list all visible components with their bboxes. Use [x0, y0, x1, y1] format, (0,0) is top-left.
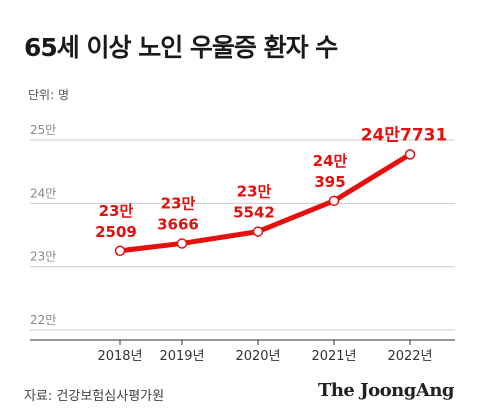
- x-tick-label: 2022년: [387, 349, 432, 364]
- y-tick-label: 23만: [30, 250, 56, 264]
- data-label-line1: 23만: [161, 194, 196, 212]
- data-label-line1: 23만: [99, 202, 134, 220]
- unit-label: 단위: 명: [28, 88, 69, 102]
- data-point: [404, 149, 416, 160]
- data-label-line2: 3666: [157, 215, 199, 233]
- y-tick-label: 22만: [30, 313, 56, 327]
- data-label: 24만7731: [361, 125, 448, 145]
- data-point: [328, 195, 340, 207]
- x-tick-label: 2018년: [97, 349, 142, 364]
- brand-logo: The JoongAng: [317, 380, 455, 401]
- data-point: [114, 245, 126, 257]
- x-tick-label: 2021년: [311, 349, 356, 364]
- chart-title: 65세 이상 노인 우울증 환자 수: [24, 33, 338, 62]
- data-label-line2: 2509: [95, 223, 137, 241]
- data-label-line1: 24만: [313, 152, 348, 170]
- x-tick-label: 2019년: [159, 349, 204, 364]
- data-label-line2: 395: [314, 173, 345, 191]
- data-label-line1: 23만: [237, 183, 272, 201]
- y-tick-label: 25만: [30, 123, 56, 137]
- data-label-line2: 5542: [233, 204, 275, 222]
- x-tick-label: 2020년: [235, 349, 280, 364]
- data-point: [252, 226, 264, 237]
- y-tick-label: 24만: [30, 186, 56, 200]
- data-point: [176, 238, 188, 249]
- source-note: 자료: 건강보험심사평가원: [24, 389, 165, 404]
